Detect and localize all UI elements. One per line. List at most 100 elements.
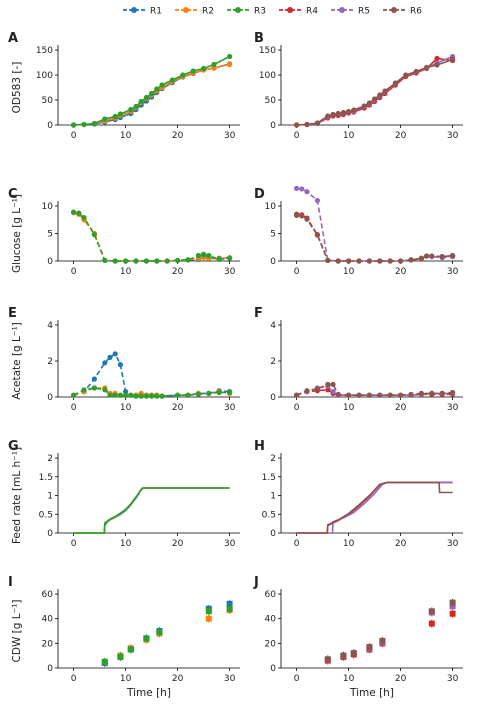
data-point-r6 — [335, 110, 341, 117]
data-point-r6 — [314, 386, 320, 392]
x-tick-label: 20 — [172, 267, 184, 277]
data-point-r6 — [408, 391, 414, 397]
series-line-r1 — [73, 352, 230, 397]
data-point-r5 — [294, 185, 300, 191]
y-tick-label: 2 — [270, 454, 276, 464]
legend-marker-r6 — [391, 7, 397, 13]
x-axis-label: Time [h] — [126, 687, 171, 699]
data-point-r6 — [294, 392, 300, 398]
y-tick-label: 0 — [47, 121, 53, 131]
legend-marker-r5 — [339, 7, 345, 13]
panel-letter: E — [8, 306, 17, 321]
data-point-r3 — [138, 98, 144, 105]
data-point-r3 — [149, 393, 155, 399]
data-point-r3 — [211, 61, 217, 68]
data-point-r3 — [138, 393, 144, 399]
data-point-r3 — [175, 392, 181, 398]
data-point-r5 — [299, 186, 305, 192]
data-point-r6 — [439, 254, 445, 260]
data-point-r3 — [117, 653, 124, 660]
data-point-r3 — [123, 392, 129, 398]
data-point-r3 — [206, 390, 212, 396]
x-tick-label: 10 — [343, 539, 355, 549]
data-point-r6 — [325, 113, 331, 119]
data-point-r6 — [408, 257, 414, 263]
panel-b: B 0 50 100 150 0 10 20 30 — [254, 31, 463, 141]
x-tick-label: 20 — [395, 131, 407, 141]
y-tick-label: 0 — [270, 529, 276, 539]
data-point-r3 — [154, 393, 160, 399]
y-axis-label: OD583 [-] — [11, 62, 23, 114]
data-point-r3 — [180, 72, 186, 78]
data-point-r3 — [127, 646, 134, 653]
data-point-r3 — [117, 111, 123, 117]
data-point-r3 — [169, 77, 175, 83]
panel-letter: D — [254, 187, 265, 202]
y-tick-label: 0 — [47, 393, 53, 403]
data-point-r3 — [112, 258, 118, 264]
data-point-r6 — [372, 96, 378, 102]
panel-h: H00.511.520 10 20 30 — [254, 439, 463, 549]
data-point-r6 — [449, 599, 456, 606]
legend-label-r5: R5 — [358, 7, 370, 17]
panel-a: A 0 50 100 150 0 10 20 30 OD583 [-] — [8, 31, 240, 141]
data-point-r3 — [185, 257, 191, 263]
data-point-r3 — [195, 252, 201, 259]
data-point-r3 — [117, 392, 123, 398]
data-point-r6 — [418, 390, 424, 396]
y-tick-label: 2 — [47, 357, 53, 367]
x-tick-label: 20 — [172, 674, 184, 684]
data-point-r3 — [226, 605, 233, 612]
series-line-r6 — [296, 214, 453, 262]
data-point-r6 — [429, 390, 435, 396]
series-line-r1 — [73, 211, 230, 262]
data-point-r6 — [335, 391, 341, 397]
data-point-r6 — [377, 392, 383, 398]
data-point-r6 — [387, 258, 393, 264]
x-tick-label: 30 — [224, 267, 236, 277]
y-tick-label: 50 — [265, 96, 277, 106]
data-point-r1 — [107, 354, 113, 360]
data-point-r6 — [346, 258, 352, 264]
data-point-r6 — [335, 258, 341, 264]
x-tick-label: 10 — [120, 267, 132, 277]
x-tick-label: 30 — [224, 131, 236, 141]
panel-letter: H — [254, 439, 265, 454]
x-tick-label: 0 — [294, 539, 300, 549]
data-point-r3 — [201, 252, 207, 258]
data-point-r3 — [71, 122, 77, 128]
data-point-r2 — [227, 61, 233, 68]
data-point-r6 — [340, 109, 346, 116]
y-tick-label: 0 — [270, 121, 276, 131]
x-tick-label: 20 — [395, 267, 407, 277]
data-point-r3 — [149, 90, 155, 97]
series-line-r5 — [296, 187, 453, 262]
y-tick-label: 10 — [42, 202, 54, 212]
data-point-r6 — [294, 212, 300, 218]
series-line-r1 — [73, 487, 230, 534]
y-tick-label: 2 — [47, 454, 53, 464]
data-point-r3 — [133, 103, 139, 110]
legend-marker-r4 — [287, 7, 293, 13]
x-tick-label: 0 — [294, 403, 300, 413]
data-point-r3 — [123, 258, 129, 264]
data-point-r6 — [346, 392, 352, 398]
y-tick-label: 5 — [270, 230, 276, 240]
y-tick-label: 60 — [42, 590, 54, 600]
y-tick-label: 100 — [36, 71, 53, 81]
y-tick-label: 10 — [265, 202, 277, 212]
data-point-r3 — [164, 258, 170, 264]
y-tick-label: 1 — [47, 492, 53, 502]
data-point-r3 — [143, 94, 149, 101]
y-tick-label: 0 — [270, 257, 276, 267]
x-tick-label: 20 — [395, 539, 407, 549]
data-point-r6 — [366, 100, 372, 106]
data-point-r3 — [107, 392, 113, 398]
x-tick-label: 30 — [447, 267, 459, 277]
data-point-r3 — [128, 106, 134, 113]
data-point-r6 — [424, 253, 430, 259]
data-point-r2 — [205, 615, 212, 622]
data-point-r3 — [216, 389, 222, 396]
x-tick-label: 20 — [395, 403, 407, 413]
